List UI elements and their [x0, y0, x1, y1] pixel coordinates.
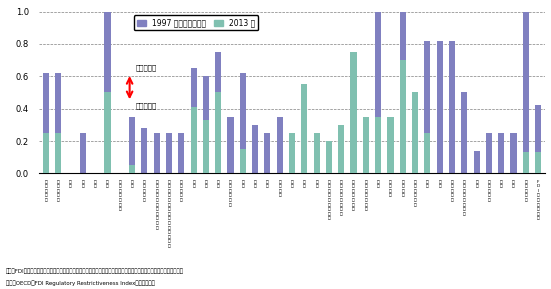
- Bar: [55, 133, 61, 173]
- Bar: [264, 133, 271, 173]
- Bar: [191, 68, 197, 173]
- Bar: [375, 12, 381, 173]
- Bar: [486, 133, 492, 173]
- Bar: [215, 52, 222, 173]
- Bar: [191, 107, 197, 173]
- Bar: [363, 117, 369, 173]
- Bar: [80, 133, 86, 173]
- Bar: [523, 12, 529, 173]
- Bar: [129, 117, 135, 173]
- Bar: [412, 92, 418, 173]
- Bar: [424, 41, 430, 173]
- Bar: [215, 92, 222, 173]
- Bar: [55, 73, 61, 173]
- Bar: [240, 73, 246, 173]
- Bar: [289, 133, 295, 173]
- Bar: [436, 41, 443, 173]
- Bar: [523, 152, 529, 173]
- Bar: [338, 125, 344, 173]
- Bar: [228, 117, 234, 173]
- Bar: [424, 133, 430, 173]
- Text: 対外開放的: 対外開放的: [136, 102, 157, 109]
- Bar: [141, 128, 148, 173]
- Bar: [166, 133, 172, 173]
- Text: 資料：OECD『FDI Regulatory Restrictiveness Index』から作成。: 資料：OECD『FDI Regulatory Restrictiveness I…: [6, 280, 154, 286]
- Bar: [301, 84, 307, 173]
- Bar: [363, 117, 369, 173]
- Bar: [43, 73, 49, 173]
- Bar: [314, 133, 320, 173]
- Bar: [350, 133, 356, 173]
- Text: 対外制限的: 対外制限的: [136, 65, 157, 71]
- Bar: [104, 12, 111, 173]
- Bar: [387, 117, 393, 173]
- Bar: [510, 133, 517, 173]
- Bar: [129, 165, 135, 173]
- Bar: [461, 92, 467, 173]
- Bar: [535, 152, 541, 173]
- Bar: [375, 117, 381, 173]
- Bar: [314, 133, 320, 173]
- Legend: 1997 年からの減少幅, 2013 年: 1997 年からの減少幅, 2013 年: [134, 15, 258, 31]
- Bar: [399, 60, 406, 173]
- Bar: [350, 52, 356, 173]
- Bar: [473, 151, 480, 173]
- Bar: [203, 120, 209, 173]
- Bar: [449, 41, 455, 173]
- Bar: [301, 84, 307, 173]
- Bar: [399, 12, 406, 173]
- Bar: [240, 149, 246, 173]
- Bar: [535, 105, 541, 173]
- Text: 備考：FDI制限指標は、０は対外的に完全に開放されていること、１は対外的に完全に閉鎖されていることを意味する。: 備考：FDI制限指標は、０は対外的に完全に開放されていること、１は対外的に完全に…: [6, 268, 183, 274]
- Bar: [498, 133, 504, 173]
- Bar: [277, 117, 283, 173]
- Bar: [154, 133, 160, 173]
- Bar: [203, 76, 209, 173]
- Bar: [326, 141, 332, 173]
- Bar: [104, 92, 111, 173]
- Bar: [252, 125, 258, 173]
- Bar: [178, 133, 185, 173]
- Bar: [43, 133, 49, 173]
